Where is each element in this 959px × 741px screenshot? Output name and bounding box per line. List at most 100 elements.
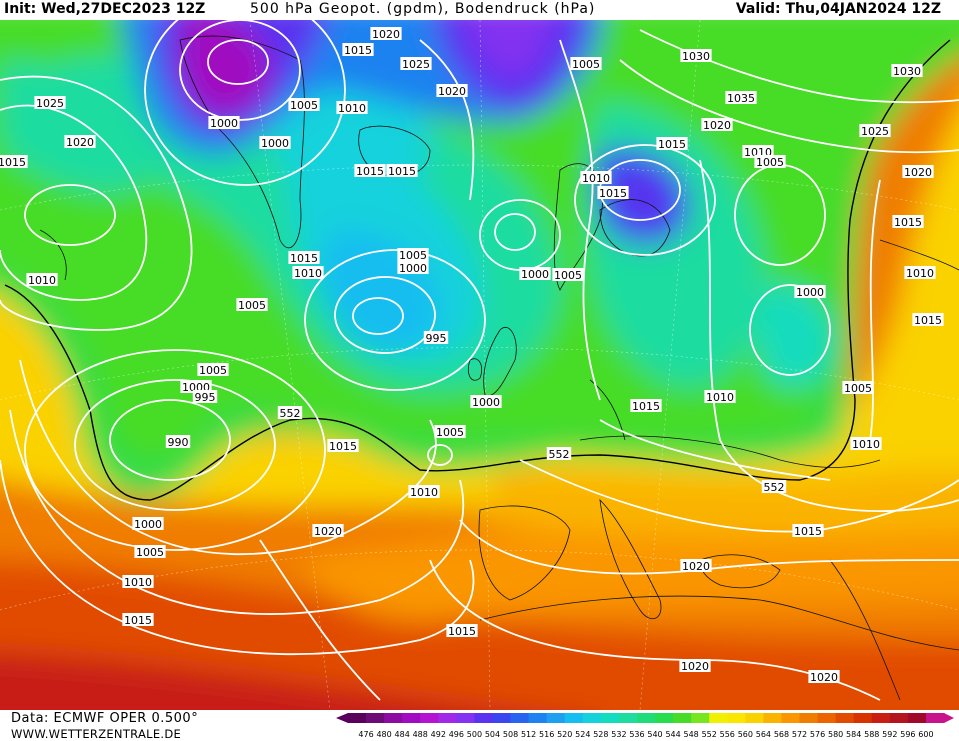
colorbar-tick-label: 600 — [918, 730, 933, 739]
isobar-label-text: 1025 — [861, 125, 889, 138]
map-footer: Data: ECMWF OPER 0.500° WWW.WETTERZENTRA… — [0, 710, 959, 741]
isobar-label-text: 1010 — [28, 274, 56, 287]
colorbar-swatch — [763, 713, 782, 723]
isobar-label: 1000 — [259, 136, 291, 150]
colorbar-swatch — [673, 713, 692, 723]
colorbar-swatch — [618, 713, 638, 723]
colorbar-tick-label: 528 — [593, 730, 608, 739]
colorbar-swatch — [402, 713, 421, 723]
valid-time-label: Valid: Thu,04JAN2024 12Z — [735, 1, 941, 17]
colorbar-swatch — [691, 713, 710, 723]
isobar-label: 1020 — [370, 27, 402, 41]
map-title: 500 hPa Geopot. (gpdm), Bodendruck (hPa) — [250, 1, 596, 17]
isobar-label: 1015 — [792, 524, 824, 538]
colorbar-swatch — [925, 713, 945, 723]
isobars — [0, 20, 959, 701]
isobar-label: 1005 — [288, 98, 320, 112]
isobar-label: 995 — [192, 390, 218, 404]
isobar-label: 1025 — [400, 57, 432, 71]
colorbar-tick-label: 556 — [720, 730, 735, 739]
isobar-label: 1015 — [597, 186, 629, 200]
isobar-label: 1010 — [850, 437, 882, 451]
isobar-label-text: 1015 — [356, 165, 384, 178]
isobar-label: 1010 — [704, 390, 736, 404]
isobar-label: 1020 — [808, 670, 840, 684]
isobar-label-text: 1000 — [521, 268, 549, 281]
isobar-label-text: 1015 — [794, 525, 822, 538]
isobar-label: 1005 — [434, 425, 466, 439]
isobar-label-text: 1015 — [388, 165, 416, 178]
colorbar-swatch — [600, 713, 620, 723]
geopotential-labels: 552 552 552 — [277, 406, 787, 494]
isobar-label: 1000 — [470, 395, 502, 409]
colorbar-swatch — [781, 713, 801, 723]
colorbar-swatch — [817, 713, 837, 723]
colorbar-swatch — [438, 713, 457, 723]
colorbar-tick-label: 492 — [431, 730, 446, 739]
colorbar-left-arrow — [336, 713, 348, 723]
geopotential-552-contour — [4, 39, 951, 501]
colorbar-tick-label: 544 — [665, 730, 680, 739]
geopotential-label-text: 552 — [764, 481, 785, 494]
isobar-label: 1015 — [122, 613, 154, 627]
isobar-label-text: 1015 — [658, 138, 686, 151]
isobar-label: 1015 — [892, 215, 924, 229]
isobar-label-text: 1020 — [681, 660, 709, 673]
isobar-label: 1015 — [288, 251, 320, 265]
colorbar-tick-label: 512 — [521, 730, 536, 739]
isobar-label-text: 1010 — [410, 486, 438, 499]
colorbar-tick-label: 596 — [900, 730, 915, 739]
isobar-label-text: 1000 — [134, 518, 162, 531]
isobar-label-text: 1005 — [436, 426, 464, 439]
colorbar-tick-label: 524 — [575, 730, 590, 739]
isobar-label: 1005 — [134, 545, 166, 559]
colorbar-tick-label: 532 — [611, 730, 626, 739]
colorbar-swatch — [564, 713, 584, 723]
isobar-label-text: 1005 — [554, 269, 582, 282]
isobar-label: 1005 — [197, 363, 229, 377]
isobar-label-text: 1010 — [852, 438, 880, 451]
colorbar-swatch — [348, 713, 367, 723]
isobar-label: 1010 — [336, 101, 368, 115]
colorbar-tick-label: 508 — [503, 730, 518, 739]
isobar-label: 1025 — [34, 96, 66, 110]
isobar-label-text: 1005 — [844, 382, 872, 395]
geopotential-label-text: 552 — [549, 448, 570, 461]
isobar-label: 1005 — [570, 57, 602, 71]
isobar-label: 1020 — [64, 135, 96, 149]
isobar-label-text: 1000 — [261, 137, 289, 150]
isobar-label-text: 1020 — [314, 525, 342, 538]
isobar-label: 995 — [423, 331, 449, 345]
isobar-label-text: 1000 — [399, 262, 427, 275]
colorbar-tick-label: 488 — [413, 730, 428, 739]
isobar-label-text: 1020 — [904, 166, 932, 179]
colorbar-swatch — [655, 713, 674, 723]
isobar-label: 1010 — [904, 266, 936, 280]
isobar-label: 1010 — [580, 171, 612, 185]
init-time-label: Init: Wed,27DEC2023 12Z — [4, 1, 206, 17]
isobar-label: 1015 — [0, 155, 28, 169]
isobar-label-text: 1010 — [906, 267, 934, 280]
isobar-label: 1030 — [680, 49, 712, 63]
isobar-label: 1005 — [397, 248, 429, 262]
colorbar-tick-label: 484 — [395, 730, 410, 739]
isobar-label-text: 1005 — [199, 364, 227, 377]
weather-map: 1025 1020 1015 1000 1000 1005 1010 1015 1020 1025… — [0, 20, 959, 710]
colorbar-tick-label: 516 — [539, 730, 554, 739]
colorbar-swatch — [745, 713, 764, 723]
isobar-label-text: 1015 — [448, 625, 476, 638]
isobar-label: 1020 — [680, 559, 712, 573]
colorbar-swatch — [474, 713, 493, 723]
colorbar-swatch — [492, 713, 512, 723]
isobar-label: 1010 — [742, 145, 774, 159]
colorbar-tick-label: 548 — [684, 730, 699, 739]
isobar-label: 1005 — [236, 298, 268, 312]
colorbar-swatch — [853, 713, 873, 723]
colorbar-tick-label: 520 — [557, 730, 572, 739]
colorbar-swatch — [727, 713, 746, 723]
geopotential-label: 552 — [546, 447, 572, 461]
color-scale-bar: 476 480 484 488 492 496 500 504 508 512 516 520 524 5… — [336, 713, 954, 739]
colorbar-tick-label: 496 — [449, 730, 464, 739]
